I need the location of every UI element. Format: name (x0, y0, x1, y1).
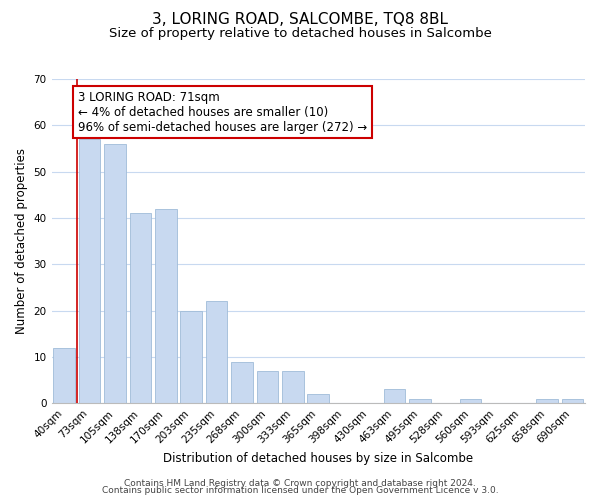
Text: Size of property relative to detached houses in Salcombe: Size of property relative to detached ho… (109, 28, 491, 40)
Bar (257, 371, 278, 404)
Bar (460, 398, 481, 404)
Text: Contains HM Land Registry data © Crown copyright and database right 2024.: Contains HM Land Registry data © Crown c… (124, 478, 476, 488)
Bar (53, 348, 75, 404)
Bar (409, 398, 431, 404)
Bar (307, 394, 329, 404)
Bar (181, 310, 202, 404)
Text: Contains public sector information licensed under the Open Government Licence v : Contains public sector information licen… (101, 486, 499, 495)
Bar (231, 362, 253, 404)
Bar (562, 398, 583, 404)
X-axis label: Distribution of detached houses by size in Salcombe: Distribution of detached houses by size … (163, 452, 473, 465)
Bar (130, 214, 151, 404)
Bar (536, 398, 557, 404)
Bar (383, 390, 405, 404)
Bar (155, 208, 176, 404)
Bar (104, 144, 126, 404)
Text: 3, LORING ROAD, SALCOMBE, TQ8 8BL: 3, LORING ROAD, SALCOMBE, TQ8 8BL (152, 12, 448, 28)
Bar (79, 139, 100, 404)
Text: 3 LORING ROAD: 71sqm
← 4% of detached houses are smaller (10)
96% of semi-detach: 3 LORING ROAD: 71sqm ← 4% of detached ho… (78, 90, 367, 134)
Y-axis label: Number of detached properties: Number of detached properties (15, 148, 28, 334)
Bar (206, 302, 227, 404)
Bar (282, 371, 304, 404)
